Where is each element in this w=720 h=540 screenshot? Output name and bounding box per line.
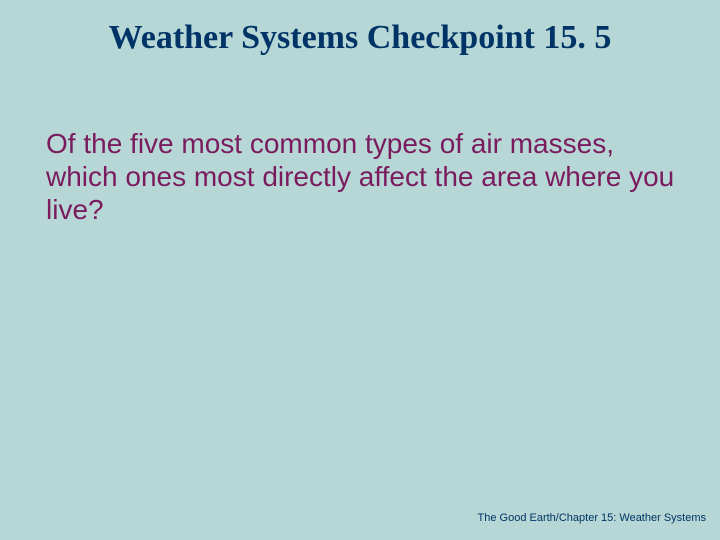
slide-title: Weather Systems Checkpoint 15. 5 [0, 0, 720, 59]
slide-footer: The Good Earth/Chapter 15: Weather Syste… [478, 512, 706, 524]
slide-container: Weather Systems Checkpoint 15. 5 Of the … [0, 0, 720, 540]
slide-body-text: Of the five most common types of air mas… [0, 59, 720, 226]
